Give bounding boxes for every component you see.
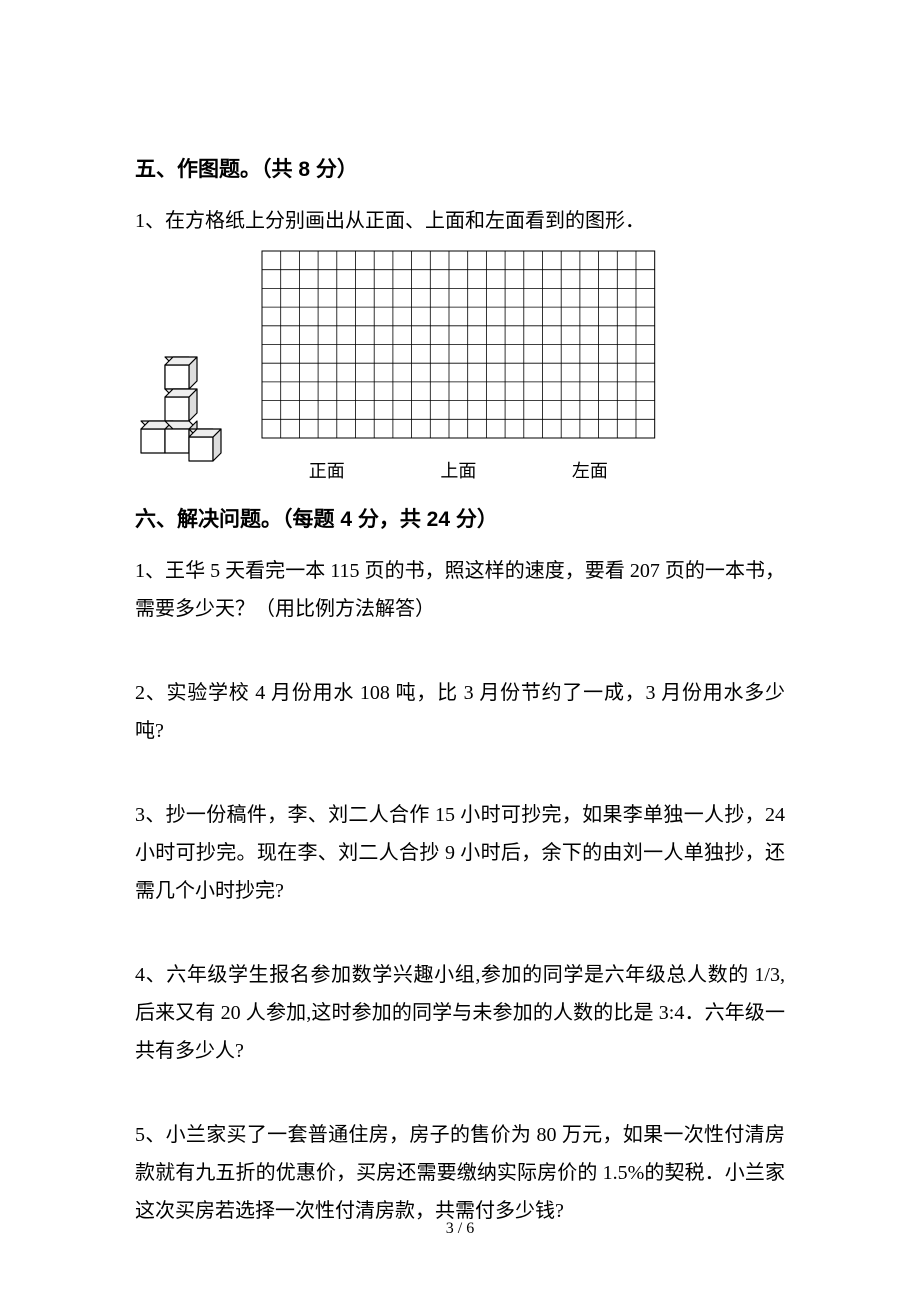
section-6-q4: 4、六年级学生报名参加数学兴趣小组,参加的同学是六年级总人数的 1/3,后来又有… <box>135 956 785 1070</box>
section-5-title: 五、作图题。（共 8 分） <box>135 150 785 190</box>
section-6-q3: 3、抄一份稿件，李、刘二人合作 15 小时可抄完，如果李单独一人抄，24 小时可… <box>135 796 785 910</box>
answer-grid <box>261 250 656 439</box>
section-5-q1: 1、在方格纸上分别画出从正面、上面和左面看到的图形． <box>135 202 785 240</box>
section-6-q2: 2、实验学校 4 月份用水 108 吨，比 3 月份节约了一成，3 月份用水多少… <box>135 674 785 750</box>
grid-panel: 正面 上面 左面 <box>261 250 656 488</box>
cube-stack-figure <box>135 355 245 488</box>
label-left: 左面 <box>524 454 656 488</box>
figure-row: 正面 上面 左面 <box>135 250 785 488</box>
label-top: 上面 <box>393 454 525 488</box>
label-front: 正面 <box>261 454 393 488</box>
section-6-q1: 1、王华 5 天看完一本 115 页的书，照这样的速度，要看 207 页的一本书… <box>135 552 785 628</box>
section-6-title: 六、解决问题。（每题 4 分，共 24 分） <box>135 500 785 540</box>
document-page: 五、作图题。（共 8 分） 1、在方格纸上分别画出从正面、上面和左面看到的图形． <box>0 0 920 1302</box>
page-footer: 3 / 6 <box>0 1214 920 1244</box>
grid-labels: 正面 上面 左面 <box>261 452 656 488</box>
